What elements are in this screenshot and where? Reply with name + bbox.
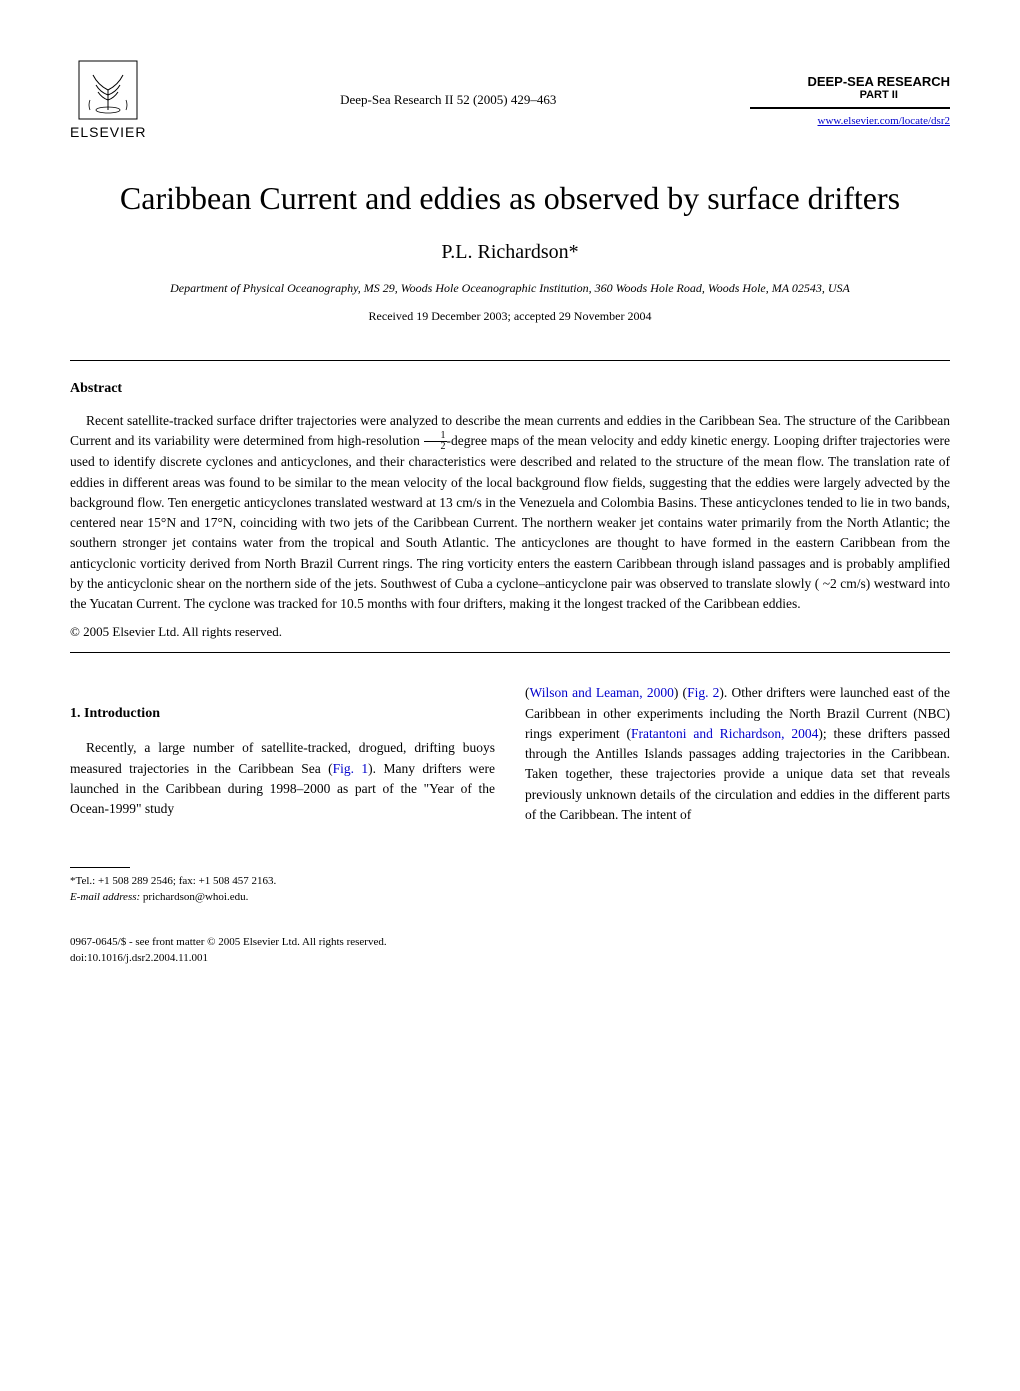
cite-fratantoni[interactable]: Fratantoni and Richardson, 2004	[631, 726, 818, 741]
footnote-block: *Tel.: +1 508 289 2546; fax: +1 508 457 …	[70, 859, 495, 905]
intro-col2-b: ) (	[674, 685, 687, 700]
journal-reference: Deep-Sea Research II 52 (2005) 429–463	[146, 92, 750, 108]
article-title: Caribbean Current and eddies as observed…	[70, 180, 950, 217]
footnote-email: E-mail address: prichardson@whoi.edu.	[70, 890, 495, 905]
journal-rule	[750, 107, 950, 109]
journal-header: ELSEVIER Deep-Sea Research II 52 (2005) …	[70, 60, 950, 140]
footnote-tel-label: *Tel.:	[70, 875, 98, 887]
publisher-label: ELSEVIER	[70, 124, 146, 140]
footnote-email-value: prichardson@whoi.edu.	[143, 891, 248, 903]
intro-para-left: Recently, a large number of satellite-tr…	[70, 738, 495, 819]
journal-branding: DEEP-SEA RESEARCH PART II www.elsevier.c…	[750, 74, 950, 127]
body-columns: 1. Introduction Recently, a large number…	[70, 683, 950, 905]
article-dates: Received 19 December 2003; accepted 29 N…	[70, 309, 950, 324]
journal-name-line2: PART II	[807, 89, 950, 101]
rule-bottom	[70, 652, 950, 653]
footnote-email-label: E-mail address:	[70, 891, 143, 903]
footnote-tel: *Tel.: +1 508 289 2546; fax: +1 508 457 …	[70, 874, 495, 889]
cite-fig2[interactable]: Fig. 2	[687, 685, 719, 700]
footnote-rule	[70, 867, 130, 868]
cite-fig1[interactable]: Fig. 1	[333, 761, 369, 776]
rule-top	[70, 360, 950, 361]
elsevier-tree-icon	[78, 60, 138, 120]
front-matter-doi: doi:10.1016/j.dsr2.2004.11.001	[70, 951, 950, 966]
front-matter-line1: 0967-0645/$ - see front matter © 2005 El…	[70, 935, 950, 950]
column-left: 1. Introduction Recently, a large number…	[70, 683, 495, 905]
cite-wilson[interactable]: Wilson and Leaman, 2000	[530, 685, 674, 700]
author-name: P.L. Richardson*	[70, 241, 950, 264]
author-affiliation: Department of Physical Oceanography, MS …	[70, 280, 950, 297]
publisher-logo-block: ELSEVIER	[70, 60, 146, 140]
front-matter: 0967-0645/$ - see front matter © 2005 El…	[70, 935, 950, 966]
abstract-copyright: © 2005 Elsevier Ltd. All rights reserved…	[70, 624, 950, 640]
journal-name: DEEP-SEA RESEARCH PART II	[807, 74, 950, 101]
journal-name-line1: DEEP-SEA RESEARCH	[807, 74, 950, 89]
journal-url-link[interactable]: www.elsevier.com/locate/dsr2	[818, 115, 950, 127]
fraction-half: 12	[424, 431, 447, 452]
intro-para-right: (Wilson and Leaman, 2000) (Fig. 2). Othe…	[525, 683, 950, 825]
abstract-heading: Abstract	[70, 381, 950, 397]
intro-heading: 1. Introduction	[70, 703, 495, 724]
footnote-tel-value: +1 508 289 2546; fax: +1 508 457 2163.	[98, 875, 276, 887]
column-right: (Wilson and Leaman, 2000) (Fig. 2). Othe…	[525, 683, 950, 905]
abstract-text-b: -degree maps of the mean velocity and ed…	[70, 433, 950, 611]
abstract-body: Recent satellite-tracked surface drifter…	[70, 411, 950, 615]
fraction-denominator: 2	[424, 442, 447, 452]
